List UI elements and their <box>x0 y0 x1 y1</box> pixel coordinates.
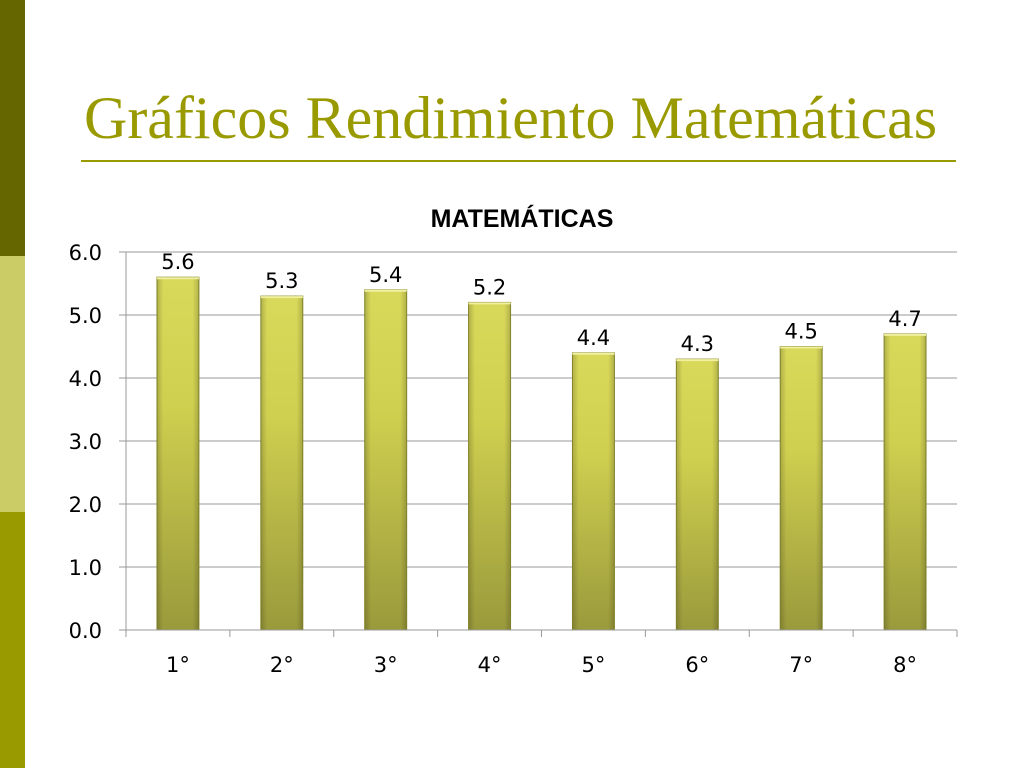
chart-title: MATEMÁTICAS <box>431 204 614 233</box>
side-strip-top <box>0 0 25 256</box>
data-label-4: 5.2 <box>473 275 506 299</box>
title-divider <box>81 160 956 162</box>
bar-shade-3 <box>364 289 407 630</box>
x-tick-label: 3° <box>374 653 398 677</box>
data-label-6: 4.3 <box>681 332 714 356</box>
y-tick-label: 4.0 <box>69 367 102 391</box>
x-tick-label: 6° <box>685 653 709 677</box>
x-tick-label: 2° <box>270 653 294 677</box>
bar-shade-6 <box>676 359 719 630</box>
data-label-3: 5.4 <box>369 263 402 287</box>
y-tick-label: 0.0 <box>69 619 102 643</box>
y-tick-label: 3.0 <box>69 430 102 454</box>
data-label-1: 5.6 <box>161 250 194 274</box>
data-label-8: 4.7 <box>888 307 921 331</box>
data-label-5: 4.4 <box>577 326 610 350</box>
bar-shade-2 <box>260 296 303 630</box>
y-tick-label: 2.0 <box>69 493 102 517</box>
side-strip-bottom <box>0 512 25 768</box>
data-label-2: 5.3 <box>265 269 298 293</box>
x-tick-label: 7° <box>789 653 813 677</box>
slide-title: Gráficos Rendimiento Matemáticas <box>84 85 938 151</box>
bar-shade-1 <box>156 277 199 630</box>
bar-shade-7 <box>780 346 823 630</box>
x-tick-label: 1° <box>166 653 190 677</box>
y-tick-label: 6.0 <box>69 241 102 265</box>
bar-shade-5 <box>572 352 615 630</box>
y-tick-label: 5.0 <box>69 304 102 328</box>
x-tick-label: 5° <box>582 653 606 677</box>
data-label-7: 4.5 <box>784 320 817 344</box>
x-tick-label: 4° <box>478 653 502 677</box>
bar-shade-4 <box>468 302 511 630</box>
bar-shade-8 <box>884 333 927 630</box>
x-tick-label: 8° <box>893 653 917 677</box>
side-strip-middle <box>0 256 25 512</box>
y-tick-label: 1.0 <box>69 556 102 580</box>
